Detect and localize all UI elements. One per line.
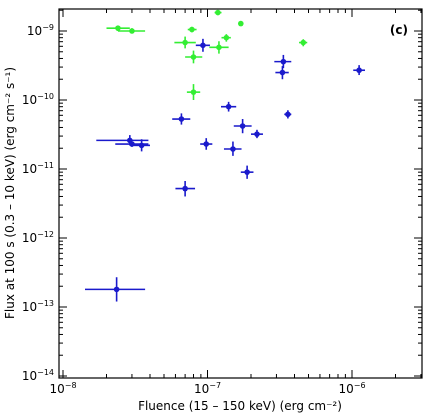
- data-point: [172, 113, 191, 125]
- data-point: [186, 84, 201, 100]
- point-marker: [223, 34, 230, 41]
- point-marker: [356, 67, 362, 74]
- data-point: [106, 25, 130, 31]
- point-marker: [129, 28, 135, 34]
- tick-labels: 10−8 10−7 10−6 10−14 10−13 10−12 10−11 10−10 10−…: [22, 23, 366, 396]
- x-tick-label: 10−6: [338, 381, 365, 396]
- point-marker: [115, 25, 121, 31]
- x-tick-label: 10−7: [194, 381, 221, 396]
- data-point: [195, 38, 210, 52]
- x-tick-label: 10−8: [49, 381, 76, 396]
- data-point: [220, 101, 237, 112]
- data-point: [209, 41, 229, 54]
- data-point: [200, 138, 213, 150]
- point-marker: [216, 44, 222, 51]
- data-point: [85, 277, 146, 302]
- point-marker: [254, 131, 260, 137]
- series-1: [106, 9, 308, 100]
- y-tick-label: 10−14: [22, 368, 54, 383]
- data-point: [284, 110, 292, 119]
- y-axis-label: Flux at 100 s (0.3 – 10 keV) (erg cm⁻² s…: [3, 67, 17, 319]
- data-point: [175, 181, 196, 197]
- y-tick-label: 10−11: [22, 161, 54, 176]
- data-point: [117, 28, 146, 34]
- point-marker: [190, 54, 197, 60]
- point-marker: [239, 123, 246, 129]
- panel-label: (c): [390, 23, 408, 37]
- series-2: [85, 38, 365, 302]
- data-point: [275, 66, 289, 80]
- data-point: [214, 9, 222, 16]
- data-point: [240, 165, 254, 179]
- y-tick-label: 10−12: [22, 230, 54, 245]
- point-marker: [189, 26, 195, 33]
- point-marker: [279, 69, 286, 76]
- data-point: [353, 65, 365, 76]
- data-point: [233, 119, 252, 134]
- point-marker: [225, 103, 232, 110]
- point-marker: [244, 169, 250, 175]
- data-point: [299, 39, 308, 47]
- data-point: [115, 141, 149, 147]
- data-point: [185, 50, 203, 64]
- point-marker: [280, 58, 287, 65]
- point-marker: [285, 111, 291, 118]
- point-marker: [178, 116, 185, 122]
- y-tick-label: 10−9: [27, 23, 54, 38]
- point-marker: [190, 89, 197, 95]
- data-point: [237, 20, 244, 27]
- data-point: [250, 129, 263, 139]
- data-point: [174, 36, 196, 49]
- point-marker: [182, 185, 188, 192]
- data-point: [223, 141, 242, 156]
- point-marker: [182, 39, 188, 46]
- point-marker: [237, 20, 244, 27]
- point-marker: [300, 39, 307, 46]
- point-marker: [203, 141, 210, 147]
- plot-frame: [58, 8, 423, 379]
- data-points: [85, 9, 365, 302]
- data-point: [221, 34, 231, 42]
- x-axis-label: Fluence (15 – 150 keV) (erg cm⁻²): [138, 399, 342, 413]
- point-marker: [230, 146, 236, 152]
- data-point: [187, 26, 197, 33]
- y-tick-label: 10−13: [22, 299, 54, 314]
- data-point: [274, 54, 292, 69]
- point-marker: [215, 9, 221, 16]
- point-marker: [129, 141, 135, 147]
- y-tick-label: 10−10: [22, 92, 54, 107]
- point-marker: [113, 286, 120, 293]
- axis-ticks: [59, 9, 422, 378]
- point-marker: [200, 42, 206, 49]
